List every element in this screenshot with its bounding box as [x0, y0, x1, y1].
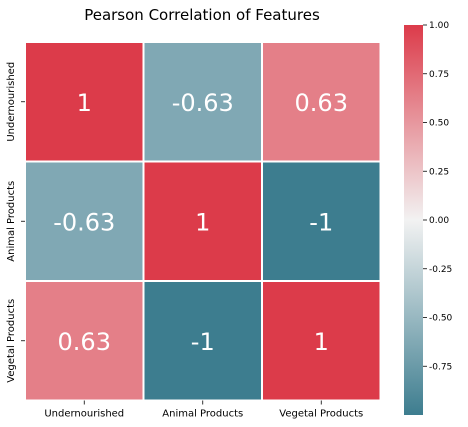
x-tick-labels: Undernourished Animal Products Vegetal Pro…	[44, 400, 363, 420]
y-tick-label: Undernourished	[6, 62, 17, 142]
heatmap-cell	[261, 160, 382, 282]
chart-title: Pearson Correlation of Features	[84, 6, 320, 24]
heatmap-cell	[24, 41, 145, 163]
cell-annotation: 1	[314, 328, 329, 356]
colorbar-tick-label: -0.25	[429, 265, 452, 275]
y-tick-labels: Undernourished Animal Products Vegetal Pro…	[6, 62, 25, 383]
heatmap-cell	[142, 280, 263, 402]
heatmap-cell	[142, 41, 263, 163]
colorbar-tick-label: -0.50	[429, 314, 453, 324]
x-tick-label: Undernourished	[44, 409, 124, 420]
colorbar-tick-label: 0.75	[429, 70, 449, 80]
cell-annotation: -1	[309, 208, 333, 236]
cell-annotation: 1	[77, 89, 92, 117]
cell-annotation: -1	[191, 328, 215, 356]
cell-annotation: -0.63	[53, 208, 115, 236]
cell-annotation: 0.63	[58, 328, 111, 356]
x-tick-label: Vegetal Products	[279, 409, 363, 420]
x-tick-label: Animal Products	[162, 409, 243, 420]
colorbar-tick-label: 0.25	[429, 167, 449, 177]
colorbar-tick-label: 0.50	[429, 119, 449, 129]
heatmap-cells: 1 -0.63 0.63 -0.63 1 -1 0.63 -1 1	[24, 41, 382, 402]
colorbar-gradient	[404, 25, 423, 415]
colorbar-tick-label: -0.75	[429, 362, 452, 372]
cell-annotation: -0.63	[172, 89, 234, 117]
heatmap-cell	[261, 41, 382, 163]
cell-annotation: 1	[195, 208, 210, 236]
y-tick-label: Vegetal Products	[6, 299, 17, 383]
cell-annotation: 0.63	[295, 89, 348, 117]
colorbar-tick-label: 1.00	[429, 21, 449, 31]
y-tick-label: Animal Products	[6, 181, 17, 262]
colorbar: -0.75 -0.50 -0.25 0.00 0.25 0.50 0.75 1.00	[404, 21, 453, 415]
colorbar-tick-label: 0.00	[429, 216, 449, 226]
